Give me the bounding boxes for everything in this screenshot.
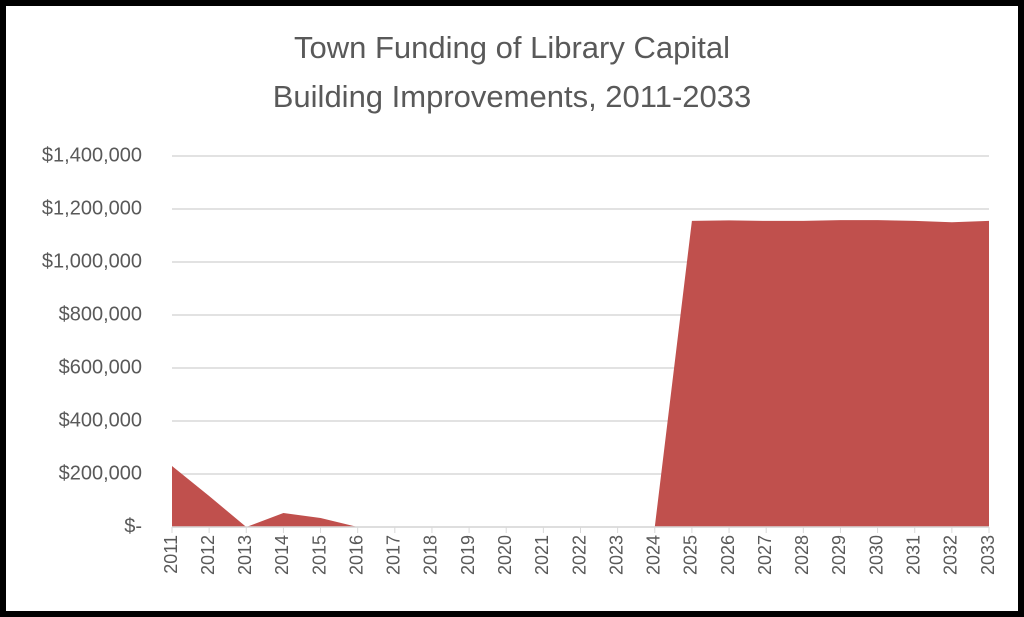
y-tick-label: $200,000 (59, 462, 142, 484)
x-tick-label: 2015 (309, 535, 329, 575)
y-tick-label: $800,000 (59, 303, 142, 325)
y-tick-label: $400,000 (59, 409, 142, 431)
chart-title: Town Funding of Library Capital (294, 30, 730, 65)
x-tick-label: 2024 (644, 535, 664, 575)
x-tick-label: 2028 (792, 535, 812, 575)
x-tick-label: 2013 (235, 535, 255, 575)
y-tick-label: $1,200,000 (42, 197, 142, 219)
x-tick-label: 2027 (755, 535, 775, 575)
x-tick-label: 2032 (941, 535, 961, 575)
y-tick-label: $- (124, 515, 142, 537)
x-tick-label: 2014 (272, 535, 292, 575)
x-tick-label: 2031 (903, 535, 923, 575)
x-tick-label: 2012 (198, 535, 218, 575)
x-tick-label: 2030 (866, 535, 886, 575)
x-tick-label: 2033 (978, 535, 998, 575)
chart-title: Building Improvements, 2011-2033 (273, 79, 752, 114)
x-tick-label: 2029 (829, 535, 849, 575)
y-tick-label: $1,000,000 (42, 250, 142, 272)
x-tick-label: 2022 (569, 535, 589, 575)
area (172, 220, 989, 527)
x-tick-label: 2019 (458, 535, 478, 575)
x-tick-label: 2016 (346, 535, 366, 575)
x-tick-label: 2026 (718, 535, 738, 575)
y-tick-label: $1,400,000 (42, 144, 142, 166)
y-tick-label: $600,000 (59, 356, 142, 378)
x-tick-label: 2017 (384, 535, 404, 575)
x-tick-label: 2020 (495, 535, 515, 575)
x-tick-label: 2025 (681, 535, 701, 575)
x-tick-label: 2011 (161, 535, 181, 574)
x-tick-label: 2023 (606, 535, 626, 575)
x-tick-label: 2021 (532, 535, 552, 575)
x-tick-label: 2018 (421, 535, 441, 575)
